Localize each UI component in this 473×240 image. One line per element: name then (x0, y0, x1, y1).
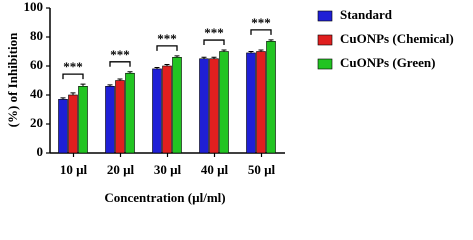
legend-swatch (317, 58, 333, 70)
significance-bracket (109, 61, 131, 67)
significance-bracket (203, 39, 225, 46)
y-tick-label: 20 (30, 115, 43, 130)
bar (68, 94, 78, 154)
y-tick-label: 0 (37, 144, 44, 159)
error-bar (221, 49, 227, 52)
error-bar (80, 83, 86, 87)
error-bar (174, 55, 180, 58)
significance-label: *** (63, 59, 83, 74)
significance-bracket (250, 29, 272, 35)
error-bar (211, 56, 217, 59)
bar (105, 86, 115, 154)
legend-swatch (317, 34, 333, 46)
error-bar (117, 78, 123, 81)
bar (58, 99, 68, 154)
error-bar (70, 92, 76, 95)
significance-label: *** (157, 31, 177, 46)
error-bar (258, 49, 264, 52)
legend-label: CuONPs (Green) (340, 55, 435, 70)
bar (256, 51, 266, 154)
bar (219, 51, 229, 154)
y-tick-label: 60 (30, 57, 43, 72)
legend-label: Standard (340, 7, 393, 22)
bar (162, 65, 172, 154)
bar (115, 80, 125, 154)
significance-bracket (156, 45, 178, 51)
x-tick-label: 30 µl (154, 162, 182, 177)
bar (266, 41, 276, 154)
x-tick-label: 40 µl (201, 162, 229, 177)
y-tick-label: 100 (24, 0, 44, 14)
error-bar (268, 39, 274, 42)
y-tick-label: 40 (30, 86, 43, 101)
significance-label: *** (251, 15, 271, 30)
error-bar (107, 84, 113, 87)
error-bar (248, 51, 254, 53)
chart: (%) of Inhibition Concentration (µl/ml) … (5, 0, 454, 205)
bar (209, 58, 219, 154)
bar (152, 68, 162, 154)
x-tick-label: 10 µl (60, 162, 88, 177)
error-bar (154, 66, 160, 69)
bar (172, 56, 182, 154)
y-tick-label: 80 (30, 28, 43, 43)
error-bar (201, 56, 207, 59)
x-axis-label: Concentration (µl/ml) (104, 190, 225, 205)
significance-label: *** (204, 25, 224, 40)
x-tick-label: 20 µl (107, 162, 135, 177)
bar (125, 72, 135, 154)
bar (246, 52, 256, 154)
legend-label: CuONPs (Chemical) (340, 31, 454, 46)
x-tick-label: 50 µl (248, 162, 276, 177)
error-bar (127, 71, 133, 74)
significance-label: *** (110, 47, 130, 62)
error-bar (60, 97, 66, 100)
error-bar (164, 64, 170, 66)
significance-bracket (62, 73, 84, 80)
bar (199, 58, 209, 154)
bar (78, 86, 88, 154)
legend-swatch (317, 10, 333, 22)
y-axis-label: (%) of Inhibition (5, 32, 20, 127)
